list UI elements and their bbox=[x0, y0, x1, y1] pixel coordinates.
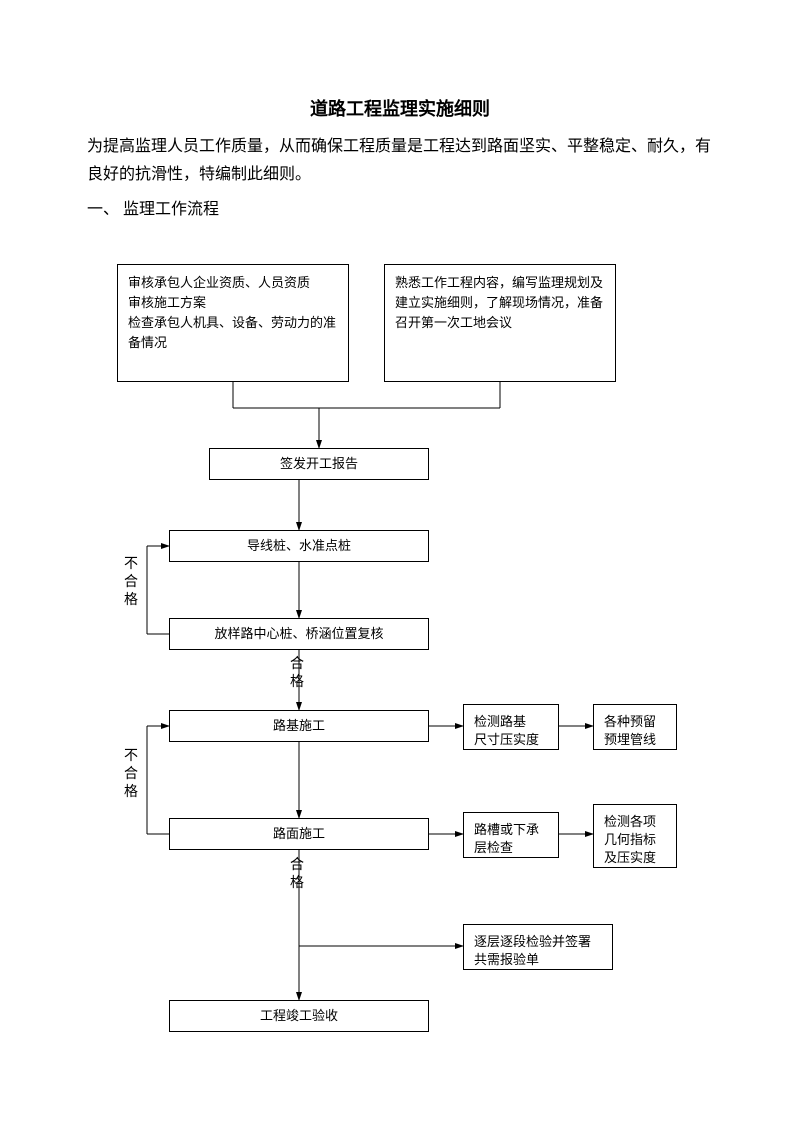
node-n1: 签发开工报告 bbox=[209, 448, 429, 480]
label-fail-1: 不合格 bbox=[123, 556, 139, 610]
node-r1b: 各种预留预埋管线 bbox=[593, 704, 677, 750]
node-n3: 放样路中心桩、桥涵位置复核 bbox=[169, 618, 429, 650]
node-n4: 路基施工 bbox=[169, 710, 429, 742]
node-n2: 导线桩、水准点桩 bbox=[169, 530, 429, 562]
node-r2b: 检测各项几何指标及压实度 bbox=[593, 804, 677, 868]
node-top-left: 审核承包人企业资质、人员资质审核施工方案检查承包人机具、设备、劳动力的准备情况 bbox=[117, 264, 349, 382]
label-pass-2: 合格 bbox=[290, 857, 304, 893]
node-top-right: 熟悉工作工程内容，编写监理规划及建立实施细则，了解现场情况，准备召开第一次工地会… bbox=[384, 264, 616, 382]
label-fail-2: 不合格 bbox=[123, 748, 139, 802]
section-heading: 一、 监理工作流程 bbox=[0, 189, 800, 219]
node-n5: 路面施工 bbox=[169, 818, 429, 850]
label-pass-1: 合格 bbox=[290, 656, 304, 692]
page-title: 道路工程监理实施细则 bbox=[0, 0, 800, 121]
intro-text: 为提高监理人员工作质量，从而确保工程质量是工程达到路面坚实、平整稳定、耐久，有良… bbox=[0, 121, 800, 189]
node-r2a: 路槽或下承层检查 bbox=[463, 812, 559, 858]
node-r1a: 检测路基尺寸压实度 bbox=[463, 704, 559, 750]
node-r3: 逐层逐段检验并签署共需报验单 bbox=[463, 924, 613, 970]
node-n6: 工程竣工验收 bbox=[169, 1000, 429, 1032]
